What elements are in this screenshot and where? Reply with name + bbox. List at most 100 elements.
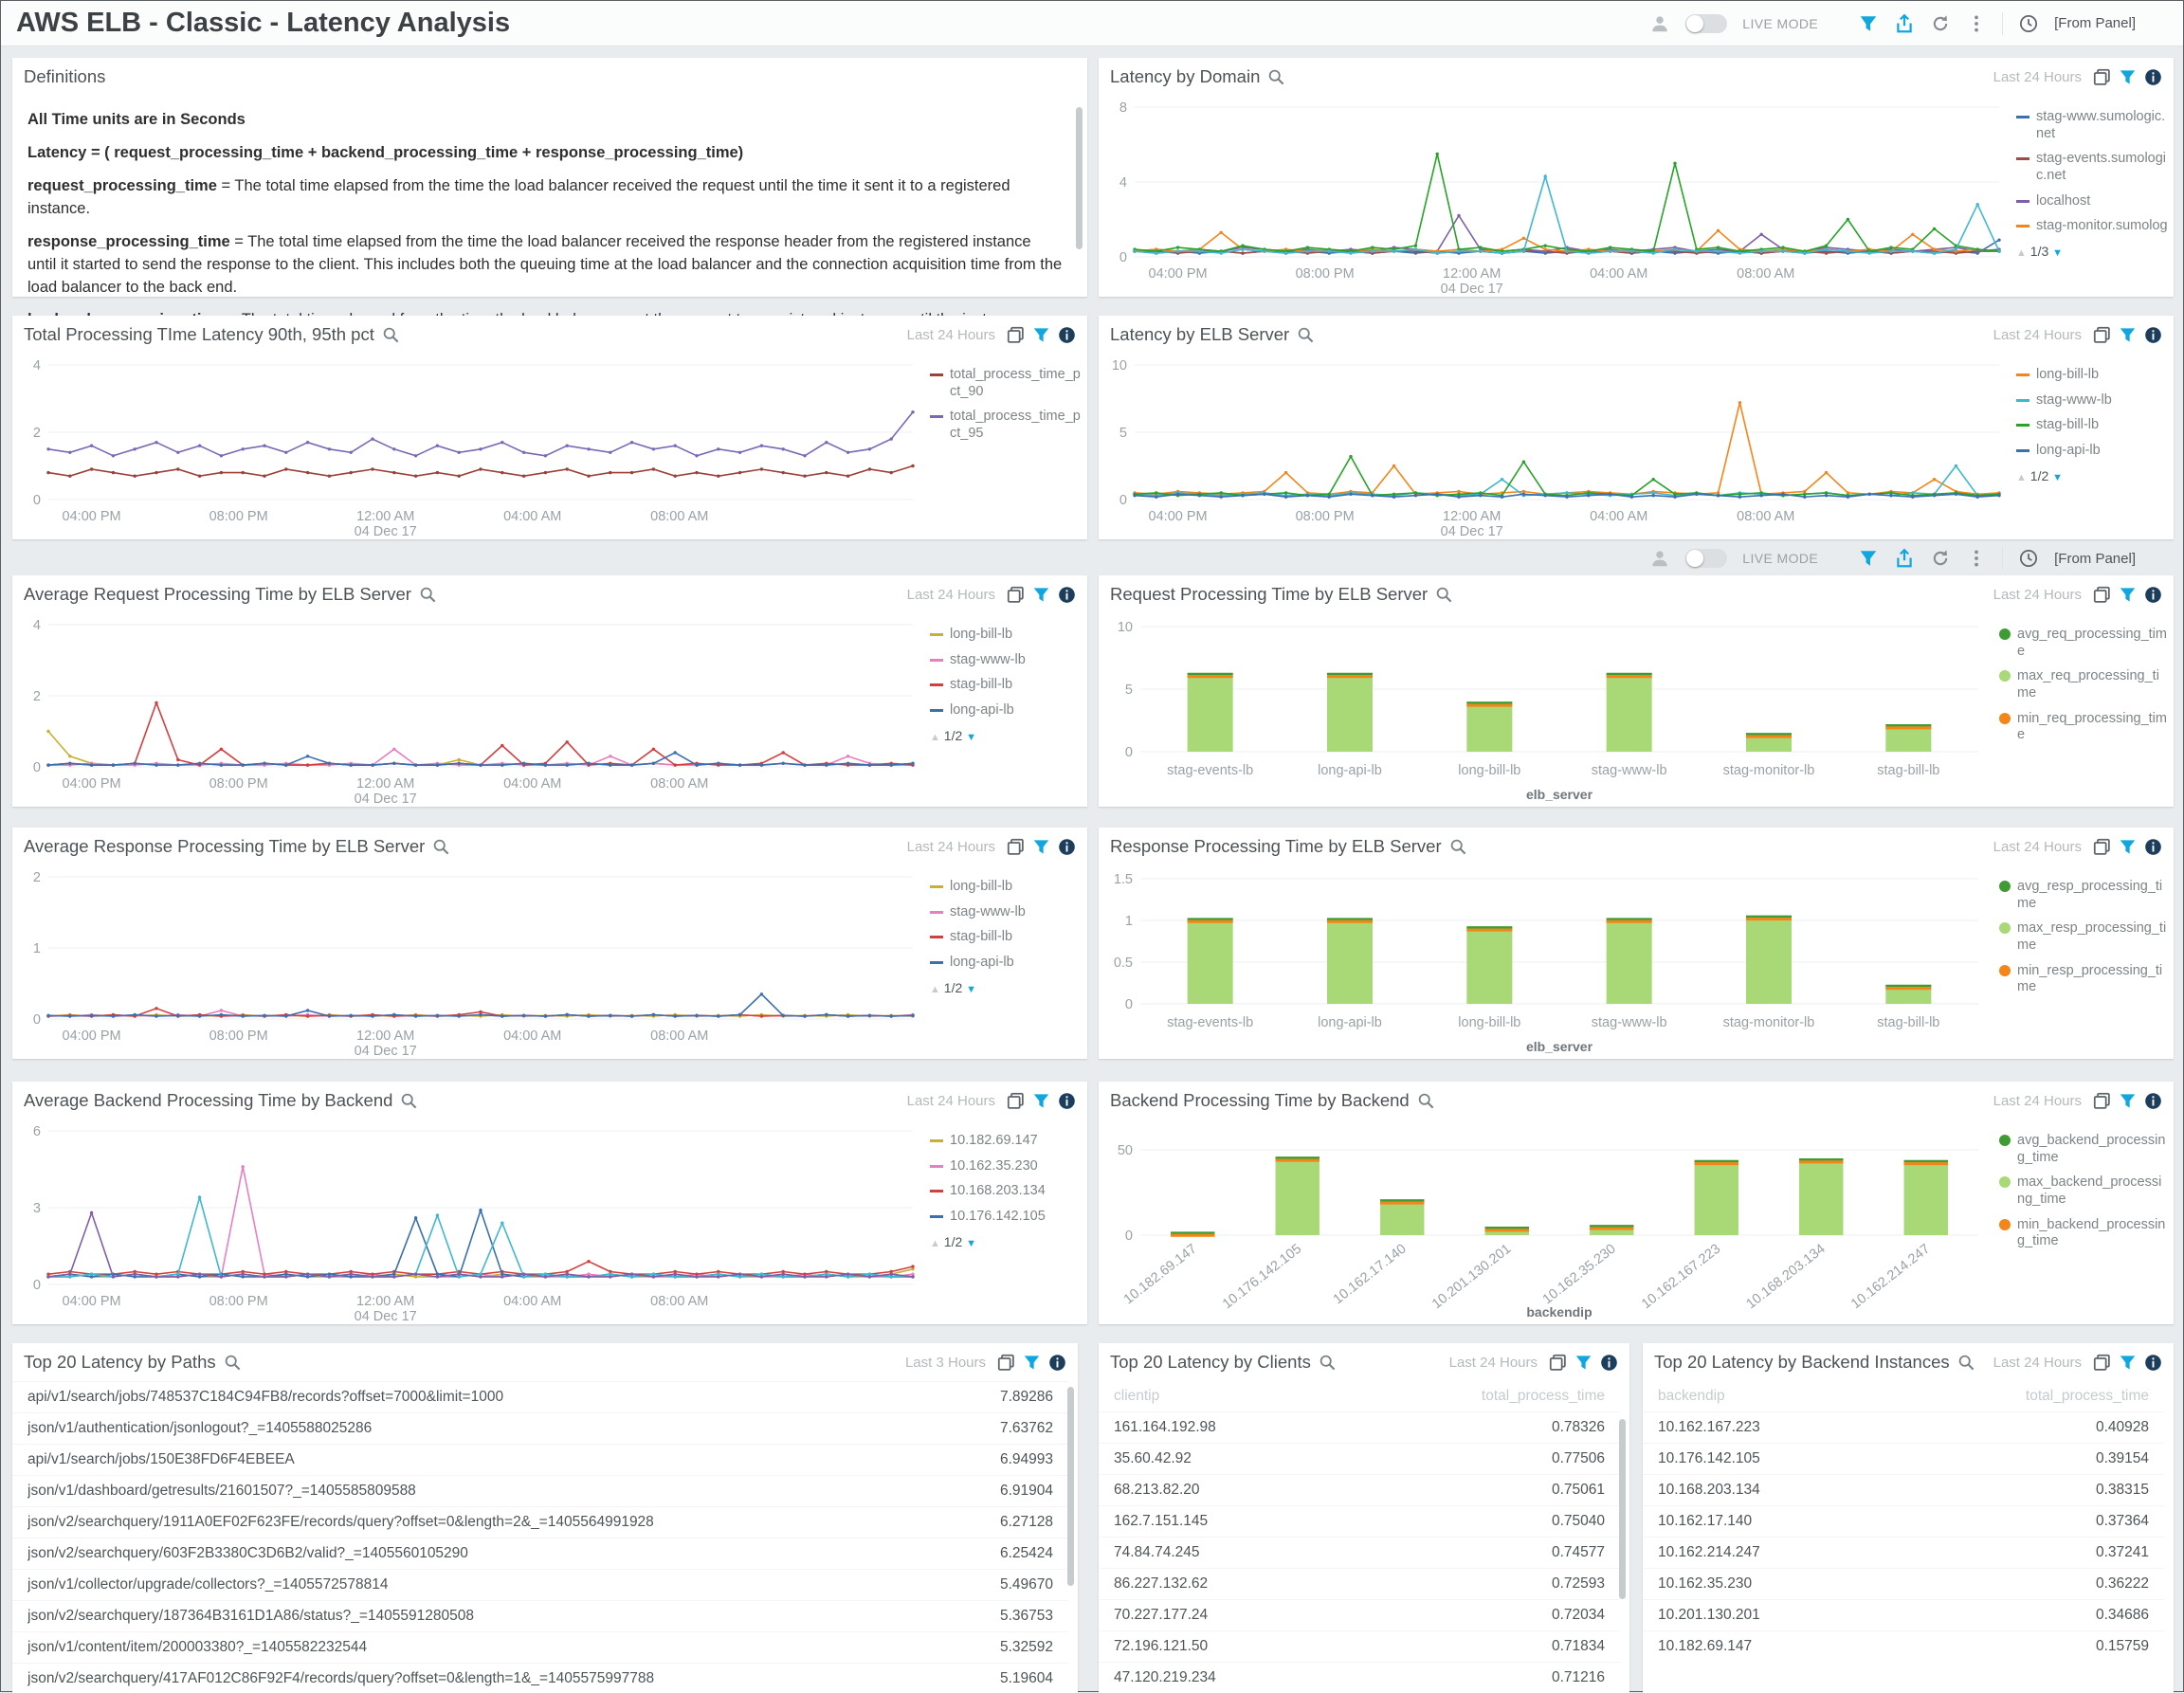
page-up-icon[interactable]: ▲ bbox=[2016, 471, 2027, 483]
filter-icon[interactable] bbox=[1032, 1092, 1050, 1110]
table-row[interactable]: json/v2/searchquery/417AF012C86F92F4/rec… bbox=[12, 1663, 1068, 1693]
expand-icon[interactable] bbox=[2093, 1092, 2111, 1110]
page-down-icon[interactable]: ▼ bbox=[2052, 247, 2064, 260]
backend-by-backend-chart[interactable]: 0 50 10.182.69.147 10.176.142.105 10.162.17.… bbox=[1099, 1120, 2174, 1324]
table-row[interactable]: json/v1/content/item/200003380?_=1405582… bbox=[12, 1631, 1068, 1663]
avg-backend-chart[interactable]: 0 3 6 04:00 PM 08:00 PM 12:00 AM 04 Dec 17 04:0… bbox=[12, 1120, 1087, 1324]
table-row[interactable]: 161.164.192.98 0.78326 bbox=[1099, 1411, 1620, 1443]
table-row[interactable]: 10.201.130.201 0.34686 bbox=[1643, 1599, 2164, 1630]
expand-icon[interactable] bbox=[2093, 1354, 2111, 1372]
response-by-elb-chart[interactable]: 0 0.5 1 1.5 stag-events-lb long-api-lb long-bi… bbox=[1099, 865, 2174, 1059]
expand-icon[interactable] bbox=[997, 1354, 1015, 1372]
zoom-icon[interactable] bbox=[432, 838, 450, 856]
info-icon[interactable] bbox=[1058, 838, 1076, 856]
zoom-icon[interactable] bbox=[400, 1092, 418, 1110]
avg-response-chart[interactable]: 0 1 2 04:00 PM 08:00 PM 12:00 AM 04 Dec 17 04:0… bbox=[12, 865, 1087, 1059]
refresh-icon[interactable] bbox=[1930, 13, 1951, 34]
legend-item[interactable]: stag-bill-lb bbox=[2016, 417, 2168, 434]
expand-icon[interactable] bbox=[2093, 586, 2111, 604]
filter-icon[interactable] bbox=[2119, 838, 2137, 856]
legend-item[interactable]: stag-www-lb bbox=[930, 652, 1082, 669]
legend-pagination[interactable]: ▲ 1/2 ▼ bbox=[930, 979, 977, 995]
table-row[interactable]: json/v1/collector/upgrade/collectors?_=1… bbox=[12, 1569, 1068, 1600]
table-row[interactable]: 35.60.42.92 0.77506 bbox=[1099, 1443, 1620, 1474]
table-row[interactable]: 162.7.151.145 0.75040 bbox=[1099, 1505, 1620, 1537]
info-icon[interactable] bbox=[1048, 1354, 1066, 1372]
filter-icon[interactable] bbox=[1032, 326, 1050, 344]
zoom-icon[interactable] bbox=[1267, 68, 1285, 86]
total-processing-chart[interactable]: 0 2 4 04:00 PM 08:00 PM 12:00 AM 04 Dec 17 04:0… bbox=[12, 354, 1087, 539]
scrollbar[interactable] bbox=[1619, 1419, 1626, 1599]
from-panel-dropdown[interactable]: [From Panel] bbox=[2054, 15, 2136, 31]
zoom-icon[interactable] bbox=[382, 326, 400, 344]
latency-by-elb-chart[interactable]: 0 5 10 04:00 PM 08:00 PM 12:00 AM 04 Dec 17 04:… bbox=[1099, 354, 2174, 539]
filter-icon[interactable] bbox=[1023, 1354, 1041, 1372]
zoom-icon[interactable] bbox=[1319, 1354, 1337, 1372]
table-row[interactable]: json/v2/searchquery/187364B3161D1A86/sta… bbox=[12, 1600, 1068, 1631]
zoom-icon[interactable] bbox=[419, 586, 437, 604]
legend-item[interactable]: long-bill-lb bbox=[930, 627, 1082, 644]
expand-icon[interactable] bbox=[1007, 586, 1025, 604]
table-row[interactable]: json/v1/dashboard/getresults/21601507?_=… bbox=[12, 1475, 1068, 1506]
page-down-icon[interactable]: ▼ bbox=[2052, 471, 2064, 483]
legend-pagination[interactable]: ▲ 1/2 ▼ bbox=[2016, 467, 2064, 483]
latency-by-domain-chart[interactable]: 0 4 8 04:00 PM 08:00 PM 12:00 AM 04 Dec 17 04:0… bbox=[1099, 96, 2174, 297]
legend-pagination[interactable]: ▲ 1/3 ▼ bbox=[2016, 244, 2064, 260]
refresh-icon[interactable] bbox=[1930, 548, 1951, 569]
info-icon[interactable] bbox=[1058, 326, 1076, 344]
filter-icon[interactable] bbox=[1858, 548, 1879, 569]
legend-pagination[interactable]: ▲ 1/2 ▼ bbox=[930, 1233, 977, 1249]
zoom-icon[interactable] bbox=[1417, 1092, 1435, 1110]
legend-item[interactable]: avg_backend_processing_time bbox=[1999, 1133, 2168, 1166]
user-icon[interactable] bbox=[1649, 13, 1670, 34]
table-row[interactable]: 72.196.121.50 0.71834 bbox=[1099, 1630, 1620, 1662]
filter-icon[interactable] bbox=[2119, 1354, 2137, 1372]
page-up-icon[interactable]: ▲ bbox=[2016, 247, 2027, 260]
page-up-icon[interactable]: ▲ bbox=[930, 983, 940, 995]
legend-item[interactable]: stag-monitor.sumolog bbox=[2016, 218, 2168, 235]
expand-icon[interactable] bbox=[2093, 838, 2111, 856]
legend-item[interactable]: 10.162.35.230 bbox=[930, 1158, 1082, 1175]
table-row[interactable]: 47.120.219.234 0.71216 bbox=[1099, 1662, 1620, 1693]
legend-item[interactable]: stag-events.sumologic.net bbox=[2016, 151, 2168, 184]
legend-item[interactable]: avg_req_processing_time bbox=[1999, 627, 2168, 660]
table-row[interactable]: 10.182.69.147 0.15759 bbox=[1643, 1630, 2164, 1662]
legend-item[interactable]: stag-bill-lb bbox=[930, 929, 1082, 946]
expand-icon[interactable] bbox=[1549, 1354, 1567, 1372]
legend-item[interactable]: total_process_time_pct_90 bbox=[930, 367, 1082, 400]
filter-icon[interactable] bbox=[1574, 1354, 1592, 1372]
legend-item[interactable]: stag-www-lb bbox=[2016, 392, 2168, 410]
legend-item[interactable]: min_resp_processing_time bbox=[1999, 963, 2168, 996]
zoom-icon[interactable] bbox=[1435, 586, 1453, 604]
info-icon[interactable] bbox=[1600, 1354, 1618, 1372]
user-icon[interactable] bbox=[1649, 548, 1670, 569]
legend-item[interactable]: localhost bbox=[2016, 193, 2168, 210]
from-panel-dropdown[interactable]: [From Panel] bbox=[2054, 550, 2136, 567]
page-down-icon[interactable]: ▼ bbox=[966, 1237, 977, 1249]
page-up-icon[interactable]: ▲ bbox=[930, 731, 940, 743]
legend-item[interactable]: min_backend_processing_time bbox=[1999, 1217, 2168, 1250]
page-down-icon[interactable]: ▼ bbox=[966, 983, 977, 995]
legend-item[interactable]: long-api-lb bbox=[2016, 443, 2168, 460]
table-row[interactable]: 68.213.82.20 0.75061 bbox=[1099, 1474, 1620, 1505]
legend-item[interactable]: stag-www-lb bbox=[930, 904, 1082, 921]
legend-item[interactable]: 10.168.203.134 bbox=[930, 1183, 1082, 1200]
live-mode-toggle[interactable] bbox=[1685, 13, 1728, 33]
table-row[interactable]: 10.168.203.134 0.38315 bbox=[1643, 1474, 2164, 1505]
table-row[interactable]: json/v2/searchquery/1911A0EF02F623FE/rec… bbox=[12, 1506, 1068, 1538]
table-row[interactable]: 10.162.17.140 0.37364 bbox=[1643, 1505, 2164, 1537]
info-icon[interactable] bbox=[1058, 1092, 1076, 1110]
table-row[interactable]: 70.227.177.24 0.72034 bbox=[1099, 1599, 1620, 1630]
legend-item[interactable]: 10.176.142.105 bbox=[930, 1209, 1082, 1226]
legend-item[interactable]: avg_resp_processing_time bbox=[1999, 879, 2168, 912]
legend-item[interactable]: long-api-lb bbox=[930, 955, 1082, 972]
table-row[interactable]: json/v1/authentication/jsonlogout?_=1405… bbox=[12, 1412, 1068, 1444]
table-row[interactable]: 10.162.214.247 0.37241 bbox=[1643, 1537, 2164, 1568]
table-row[interactable]: 86.227.132.62 0.72593 bbox=[1099, 1568, 1620, 1599]
share-icon[interactable] bbox=[1894, 548, 1915, 569]
filter-icon[interactable] bbox=[1032, 586, 1050, 604]
filter-icon[interactable] bbox=[2119, 326, 2137, 344]
info-icon[interactable] bbox=[1058, 586, 1076, 604]
avg-request-chart[interactable]: 0 2 4 04:00 PM 08:00 PM 12:00 AM 04 Dec 17 04:0… bbox=[12, 613, 1087, 807]
scrollbar[interactable] bbox=[1067, 1387, 1074, 1586]
